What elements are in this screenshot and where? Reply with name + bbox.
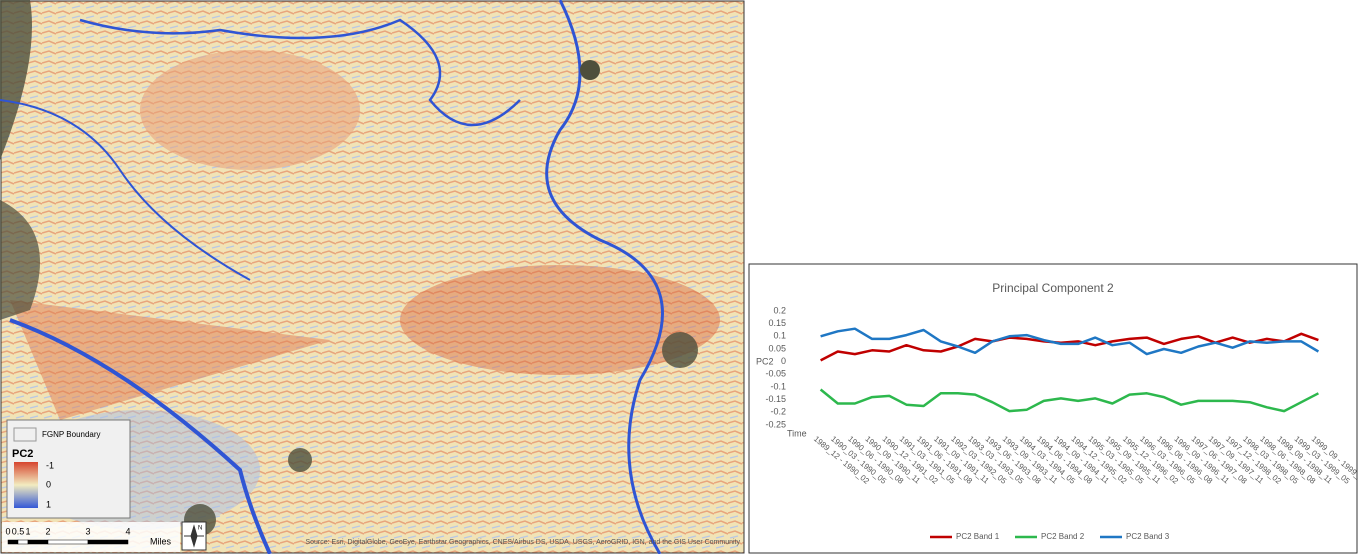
y-tick-label: 0.05 (768, 343, 786, 353)
map-patch (580, 60, 600, 80)
scale-segment (28, 540, 48, 544)
map-credits: Source: Esri, DigitalGlobe, GeoEye, Eart… (305, 539, 740, 546)
legend-label: -1 (46, 460, 54, 470)
y-tick-label: 0 (781, 356, 786, 366)
y-tick-label: -0.05 (765, 369, 786, 379)
scale-segment (88, 540, 128, 544)
scale-label: 3 (85, 526, 90, 536)
legend-label: PC2 Band 2 (1041, 532, 1085, 541)
chart-title: Principal Component 2 (992, 281, 1114, 295)
y-tick-label: 0.2 (773, 305, 786, 315)
legend-label: PC2 Band 3 (1126, 532, 1170, 541)
x-axis-title: Time (787, 428, 807, 438)
y-tick-label: -0.15 (765, 394, 786, 404)
y-axis-title: PC2 (756, 356, 774, 366)
north-label: N (198, 526, 202, 532)
y-tick-label: -0.25 (765, 419, 786, 429)
map-patch (662, 332, 698, 368)
scale-unit: Miles (150, 536, 172, 546)
scale-label: 1 (25, 526, 30, 536)
scale-segment (8, 540, 18, 544)
scale-label: 0.5 (12, 526, 25, 536)
scale-segment (48, 540, 88, 544)
y-tick-label: 0.1 (773, 331, 786, 341)
legend-label: FGNP Boundary (42, 430, 101, 439)
scale-label: 0 (5, 526, 10, 536)
y-tick-label: -0.2 (770, 407, 786, 417)
scale-label: 2 (45, 526, 50, 536)
scale-segment (18, 540, 28, 544)
y-tick-label: -0.1 (770, 381, 786, 391)
map-patch (140, 50, 360, 170)
figure: FGNP Boundary PC2 -1 0 1 00.51234Miles N… (0, 0, 1358, 554)
legend-label: 0 (46, 479, 51, 489)
chart-frame (749, 264, 1357, 553)
map-patch (288, 448, 312, 472)
pc2-ramp (14, 462, 38, 508)
legend-label: PC2 Band 1 (956, 532, 1000, 541)
legend-title: PC2 (12, 448, 33, 460)
page: FGNP Boundary PC2 -1 0 1 00.51234Miles N… (0, 0, 1358, 554)
y-tick-label: 0.15 (768, 318, 786, 328)
legend-label: 1 (46, 499, 51, 509)
scale-label: 4 (125, 526, 130, 536)
